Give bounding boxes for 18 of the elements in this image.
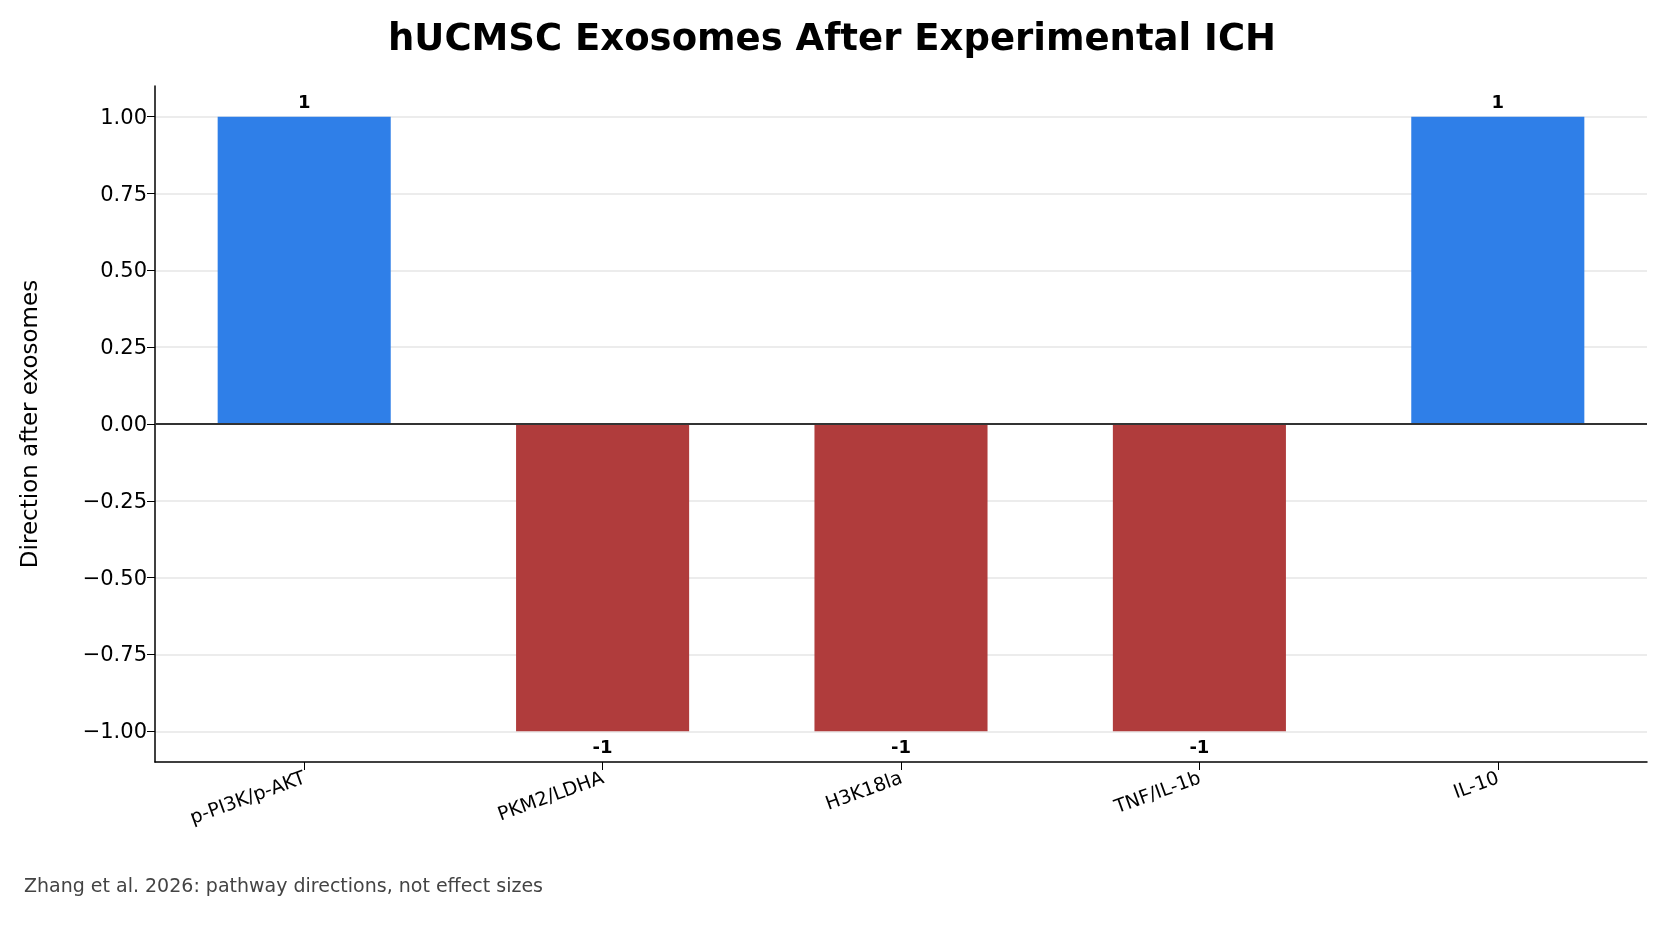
- x-tick-label: IL-10: [1449, 765, 1502, 803]
- y-axis-title: Direction after exosomes: [15, 279, 42, 569]
- y-tick-label: −1.00: [82, 719, 147, 744]
- data-label: 1: [297, 91, 311, 113]
- y-tick-label: 0.00: [100, 412, 147, 436]
- data-label: -1: [1189, 735, 1210, 757]
- chart-title: hUCMSC Exosomes After Experimental ICH: [388, 16, 1276, 59]
- y-tick-label: 0.75: [100, 181, 147, 206]
- y-tick-label: 0.50: [100, 258, 147, 283]
- y-tick-label: −0.25: [82, 488, 147, 513]
- data-label: -1: [891, 735, 911, 757]
- data-label: -1: [592, 735, 613, 757]
- y-tick-label: 0.25: [100, 335, 147, 360]
- data-label: 1: [1491, 91, 1505, 113]
- y-tick-label: 1.00: [100, 104, 147, 129]
- text: Zhang et al. 2026: pathway directions, not effect sizes: [24, 873, 544, 896]
- y-tick-label: −0.50: [82, 565, 147, 590]
- y-tick-label: −0.75: [82, 642, 147, 667]
